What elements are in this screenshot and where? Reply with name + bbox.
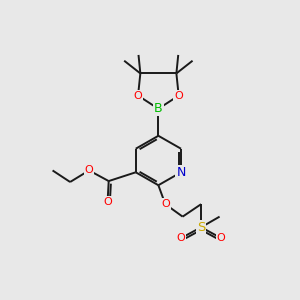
- Text: N: N: [176, 166, 186, 179]
- Text: O: O: [217, 233, 226, 243]
- Text: O: O: [161, 199, 170, 209]
- Text: O: O: [85, 165, 93, 176]
- Text: O: O: [134, 91, 142, 100]
- Text: O: O: [103, 197, 112, 207]
- Text: O: O: [174, 91, 183, 100]
- Text: B: B: [154, 102, 163, 115]
- Text: O: O: [177, 233, 185, 243]
- Text: S: S: [197, 221, 205, 234]
